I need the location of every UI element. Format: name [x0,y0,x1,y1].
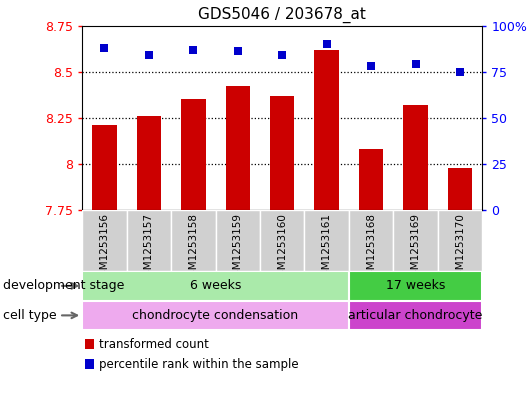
Bar [314,50,339,210]
Bar [304,210,349,271]
Point [145,52,153,58]
Point [100,44,109,51]
Point [234,48,242,55]
Bar [82,301,349,330]
Text: GSM1253168: GSM1253168 [366,213,376,283]
Point [322,41,331,47]
Point [278,52,287,58]
Point [367,63,375,69]
Text: GSM1253158: GSM1253158 [188,213,198,283]
Bar [260,210,304,271]
Bar [349,271,482,301]
Text: GSM1253160: GSM1253160 [277,213,287,283]
Bar [127,210,171,271]
Text: 6 weeks: 6 weeks [190,279,241,292]
Bar [137,116,161,210]
Text: 17 weeks: 17 weeks [386,279,445,292]
Point [189,46,198,53]
Bar [349,210,393,271]
Title: GDS5046 / 203678_at: GDS5046 / 203678_at [198,7,366,23]
Text: GSM1253161: GSM1253161 [322,213,332,283]
Bar [403,105,428,210]
Bar [270,96,295,210]
Text: articular chondrocyte: articular chondrocyte [348,309,483,322]
Bar [82,210,127,271]
Text: GSM1253156: GSM1253156 [100,213,109,283]
Bar [393,210,438,271]
Text: GSM1253159: GSM1253159 [233,213,243,283]
Bar [349,301,482,330]
Bar [226,86,250,210]
Bar [85,358,94,369]
Text: transformed count: transformed count [99,338,209,351]
Point [456,68,464,75]
Bar [85,339,94,349]
Text: development stage: development stage [3,279,124,292]
Bar [216,210,260,271]
Text: cell type: cell type [3,309,56,322]
Text: GSM1253169: GSM1253169 [411,213,421,283]
Text: percentile rank within the sample: percentile rank within the sample [99,358,298,371]
Point [411,61,420,68]
Bar [438,210,482,271]
Text: chondrocyte condensation: chondrocyte condensation [132,309,298,322]
Text: GSM1253170: GSM1253170 [455,213,465,283]
Bar [359,149,383,210]
Bar [181,99,206,210]
Bar [448,168,472,210]
Bar [171,210,216,271]
Bar [92,125,117,210]
Text: GSM1253157: GSM1253157 [144,213,154,283]
Bar [82,271,349,301]
